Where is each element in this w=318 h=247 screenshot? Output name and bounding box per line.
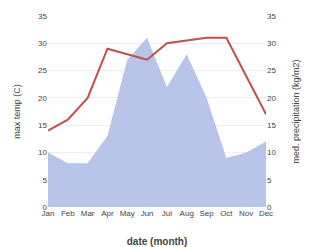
svg-text:10: 10: [38, 148, 47, 157]
svg-text:5: 5: [43, 176, 48, 185]
svg-text:15: 15: [267, 121, 276, 130]
svg-text:20: 20: [38, 94, 47, 103]
svg-text:Dec: Dec: [259, 209, 273, 218]
svg-text:Sep: Sep: [199, 209, 214, 218]
svg-text:Apr: Apr: [101, 209, 114, 218]
svg-text:Nov: Nov: [239, 209, 253, 218]
svg-text:med. precipitation (kg/m2): med. precipitation (kg/m2): [291, 59, 301, 163]
svg-text:15: 15: [38, 121, 47, 130]
svg-text:date (month): date (month): [127, 236, 188, 247]
svg-text:25: 25: [267, 66, 276, 75]
svg-text:0: 0: [43, 203, 48, 212]
svg-text:25: 25: [38, 66, 47, 75]
svg-text:Mar: Mar: [81, 209, 95, 218]
svg-text:Jul: Jul: [162, 209, 172, 218]
svg-text:30: 30: [38, 39, 47, 48]
svg-text:5: 5: [267, 176, 272, 185]
svg-text:35: 35: [267, 12, 276, 21]
svg-text:Feb: Feb: [61, 209, 75, 218]
svg-text:10: 10: [267, 148, 276, 157]
svg-text:Oct: Oct: [220, 209, 233, 218]
svg-text:Jun: Jun: [141, 209, 154, 218]
svg-text:max temp (C): max temp (C): [12, 84, 22, 139]
svg-text:Jan: Jan: [42, 209, 55, 218]
svg-text:0: 0: [267, 203, 272, 212]
svg-text:20: 20: [267, 94, 276, 103]
svg-text:35: 35: [38, 12, 47, 21]
svg-text:May: May: [120, 209, 135, 218]
svg-text:30: 30: [267, 39, 276, 48]
svg-text:Aug: Aug: [180, 209, 194, 218]
